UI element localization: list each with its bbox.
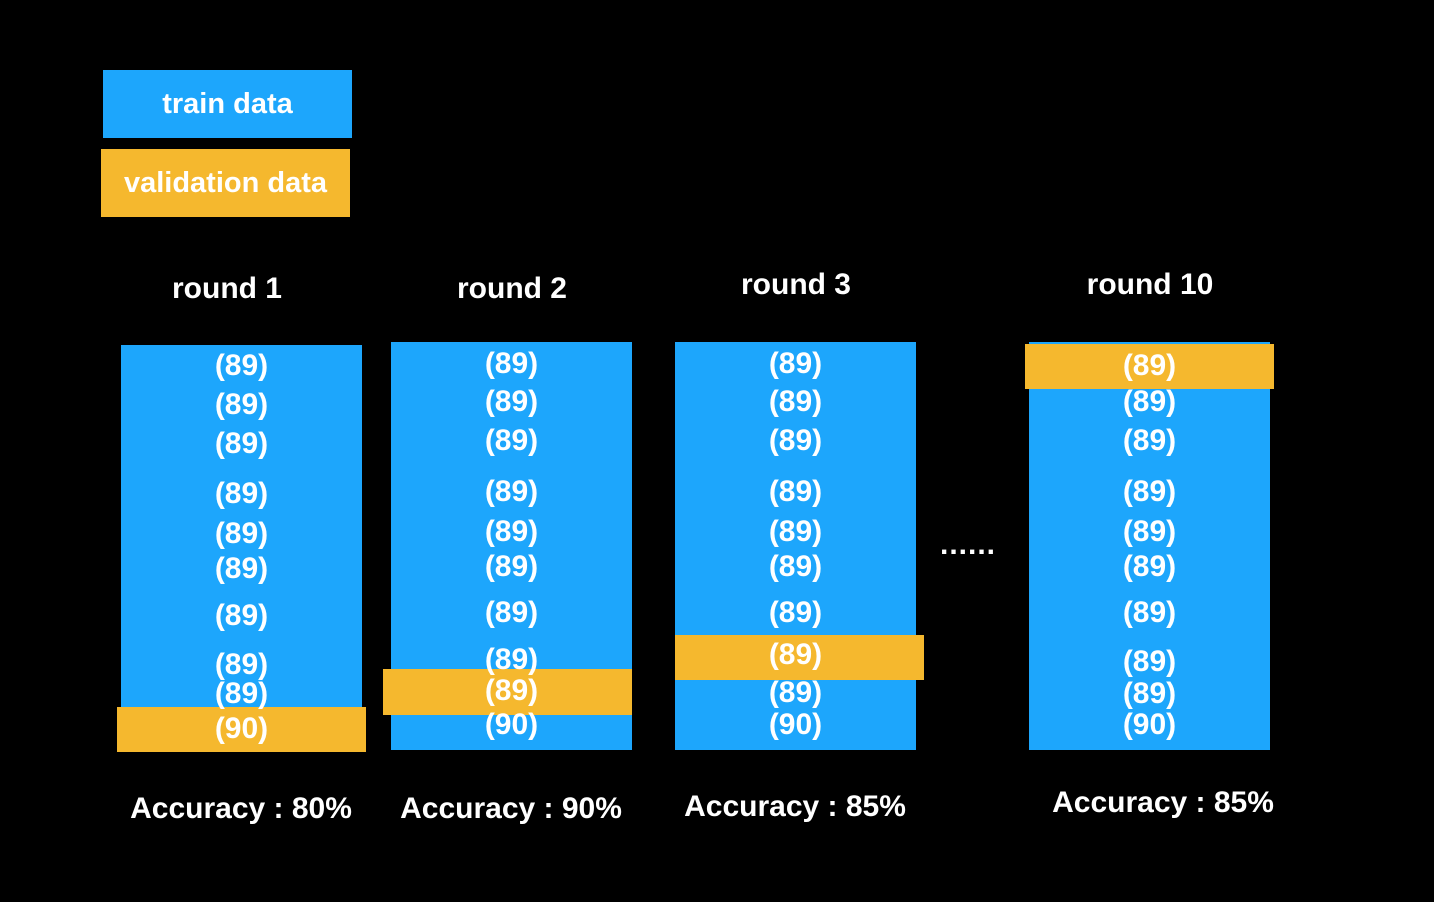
train-data-column [1029,342,1270,750]
legend-train-label: train data [162,87,293,120]
validation-fold-bar [117,707,366,752]
fold-label: (89) [484,347,539,380]
fold-label: (89) [768,424,823,457]
round-title: round 1 [172,272,282,305]
fold-label: (89) [768,515,823,548]
validation-fold-bar [675,635,924,680]
fold-label: (89) [768,596,823,629]
fold-label: (89) [484,550,539,583]
accuracy-label: Accuracy : 85% [684,790,906,823]
fold-label: (89) [484,674,539,707]
fold-label: (89) [484,643,539,676]
fold-label: (89) [1122,645,1177,678]
fold-label: (89) [214,427,269,460]
fold-label: (90) [214,712,269,745]
fold-label: (89) [484,385,539,418]
fold-label: (89) [768,676,823,709]
fold-label: (90) [768,708,823,741]
accuracy-label: Accuracy : 80% [130,792,352,825]
fold-label: (89) [214,349,269,382]
fold-label: (89) [1122,515,1177,548]
round-title: round 2 [457,272,567,305]
fold-label: (89) [1122,596,1177,629]
train-data-column [675,342,916,750]
fold-label: (89) [768,385,823,418]
fold-label: (89) [768,550,823,583]
fold-label: (89) [214,388,269,421]
fold-label: (89) [1122,550,1177,583]
round-title: round 3 [741,268,851,301]
fold-label: (89) [214,477,269,510]
fold-label: (89) [768,638,823,671]
ellipsis: ...... [940,528,997,561]
validation-fold-bar [1025,344,1274,389]
train-data-column [121,345,362,750]
validation-fold-bar [383,669,632,715]
fold-label: (90) [1122,708,1177,741]
accuracy-label: Accuracy : 85% [1052,786,1274,819]
legend-validation-label: validation data [123,166,328,199]
accuracy-label: Accuracy : 90% [400,792,622,825]
fold-label: (89) [1122,677,1177,710]
fold-label: (89) [484,596,539,629]
fold-label: (89) [1122,385,1177,418]
fold-label: (89) [1122,349,1177,382]
fold-label: (89) [484,424,539,457]
fold-label: (89) [214,552,269,585]
fold-label: (89) [768,347,823,380]
fold-label: (89) [214,648,269,681]
fold-label: (89) [214,599,269,632]
legend-validation-data: validation data [101,149,350,217]
legend-train-data: train data [103,70,352,138]
fold-label: (89) [1122,424,1177,457]
fold-label: (89) [214,677,269,710]
fold-label: (89) [768,475,823,508]
fold-label: (89) [484,515,539,548]
fold-label: (90) [484,708,539,741]
round-title: round 10 [1086,268,1214,301]
fold-label: (89) [214,517,269,550]
fold-label: (89) [484,475,539,508]
fold-label: (89) [1122,475,1177,508]
